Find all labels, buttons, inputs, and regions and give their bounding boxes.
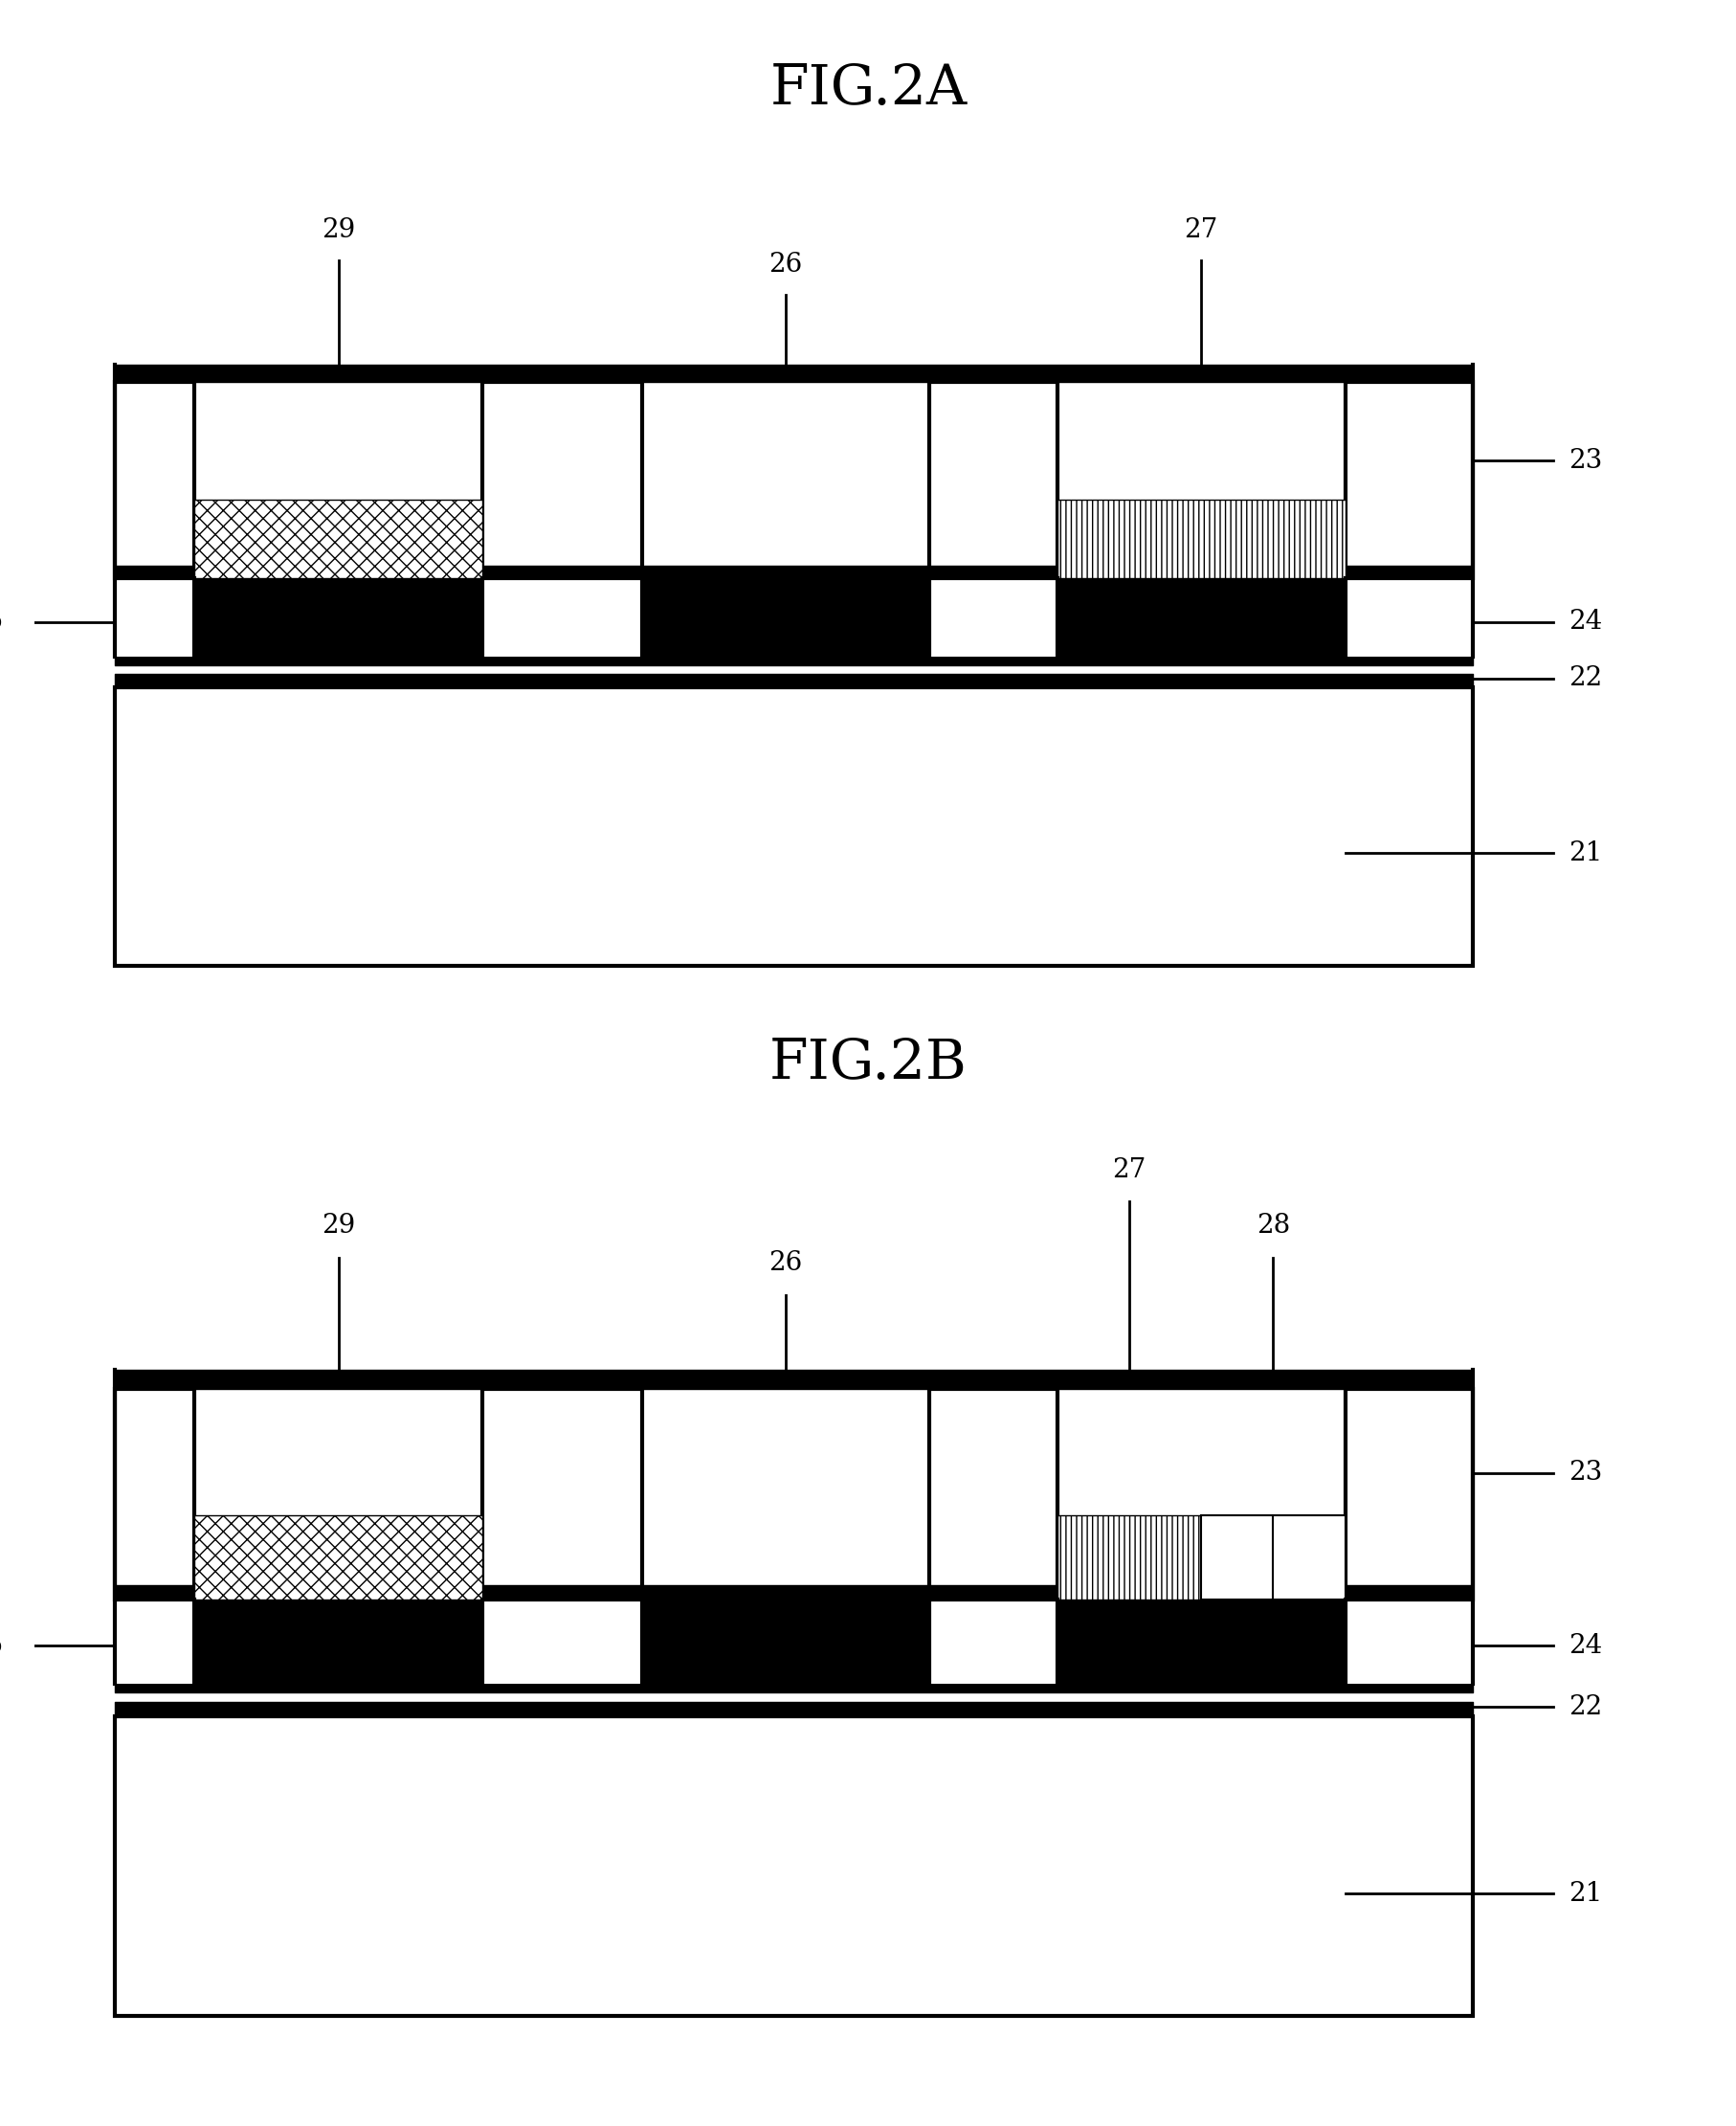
- Bar: [194, 578, 483, 657]
- Text: 26: 26: [769, 251, 802, 279]
- Text: 27: 27: [1111, 1157, 1146, 1182]
- Bar: [1344, 578, 1472, 657]
- Bar: [194, 500, 483, 578]
- Bar: [115, 1388, 194, 1599]
- Bar: [929, 383, 1057, 578]
- Bar: [1057, 1516, 1201, 1599]
- Text: 25: 25: [0, 1633, 3, 1658]
- Bar: [929, 1388, 1057, 1599]
- Text: 29: 29: [321, 217, 356, 242]
- Bar: [642, 1599, 929, 1684]
- Text: 22: 22: [1568, 1694, 1602, 1720]
- Bar: [1201, 1516, 1344, 1599]
- Bar: [483, 1388, 642, 1599]
- Text: 21: 21: [1568, 840, 1602, 865]
- Bar: [483, 1599, 642, 1684]
- Bar: [115, 1599, 194, 1684]
- Bar: [115, 687, 1472, 965]
- Text: 28: 28: [1255, 1214, 1290, 1239]
- Text: 22: 22: [1568, 665, 1602, 691]
- Text: 23: 23: [1568, 449, 1602, 474]
- Bar: [642, 578, 929, 657]
- Bar: [115, 578, 194, 657]
- Text: FIG.2A: FIG.2A: [769, 62, 967, 117]
- Bar: [1344, 1388, 1472, 1599]
- Bar: [483, 383, 642, 578]
- Text: 24: 24: [1568, 1633, 1602, 1658]
- Text: 23: 23: [1568, 1461, 1602, 1486]
- Bar: [115, 383, 194, 578]
- Bar: [1344, 383, 1472, 578]
- Bar: [1057, 578, 1344, 657]
- Text: 21: 21: [1568, 1882, 1602, 1907]
- Bar: [1057, 500, 1344, 578]
- Text: FIG.2B: FIG.2B: [769, 1035, 967, 1091]
- Bar: [929, 1599, 1057, 1684]
- Text: 25: 25: [0, 608, 3, 636]
- Bar: [194, 1599, 483, 1684]
- Bar: [1057, 1599, 1344, 1684]
- Bar: [1344, 1599, 1472, 1684]
- Bar: [929, 578, 1057, 657]
- Text: 29: 29: [321, 1214, 356, 1239]
- Text: 26: 26: [769, 1250, 802, 1276]
- Text: 24: 24: [1568, 608, 1602, 636]
- Bar: [194, 1516, 483, 1599]
- Text: 27: 27: [1184, 217, 1217, 242]
- Bar: [115, 1716, 1472, 2015]
- Bar: [483, 578, 642, 657]
